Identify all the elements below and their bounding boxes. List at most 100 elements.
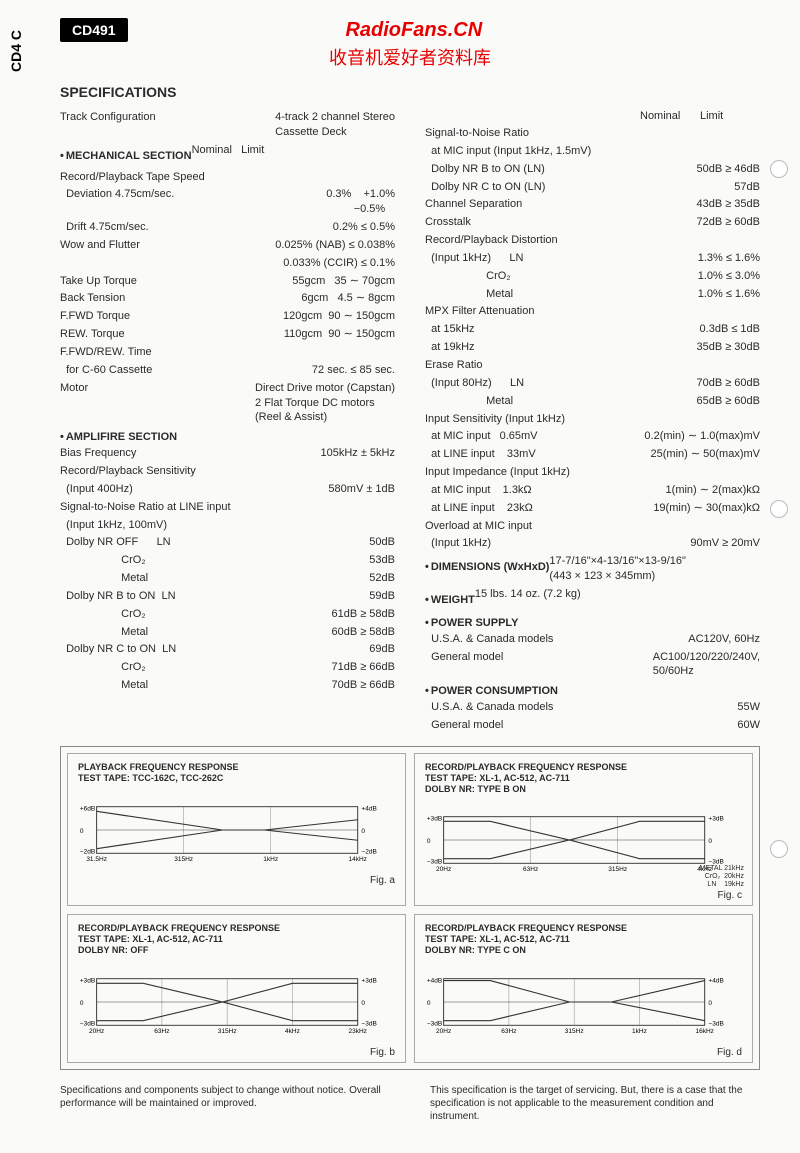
spec-value: AC100/120/220/240V, 50/60Hz	[653, 650, 760, 680]
spec-value: 0.3% +1.0% −0.5%	[326, 187, 395, 217]
spec-value: 105kHz ± 5kHz	[320, 446, 395, 461]
spec-label: at 19kHz	[425, 340, 696, 355]
spec-row: CrO₂53dB	[60, 553, 395, 568]
punch-hole	[770, 160, 788, 178]
spec-row: Dolby NR OFF LN50dB	[60, 535, 395, 550]
spec-value: 70dB ≥ 60dB	[696, 376, 760, 391]
svg-text:20Hz: 20Hz	[436, 1028, 451, 1035]
chart-b: RECORD/PLAYBACK FREQUENCY RESPONSE TEST …	[67, 914, 406, 1062]
svg-text:+3dB: +3dB	[80, 977, 95, 984]
spec-row: Channel Separation43dB ≥ 35dB	[425, 197, 760, 212]
spec-row: at MIC input (Input 1kHz, 1.5mV)	[425, 144, 760, 159]
svg-text:1kHz: 1kHz	[263, 855, 278, 862]
mechanical-section-head: MECHANICAL SECTION	[60, 149, 192, 164]
spec-label: Signal-to-Noise Ratio	[425, 126, 760, 141]
svg-text:0: 0	[80, 827, 84, 834]
svg-text:63Hz: 63Hz	[501, 1028, 516, 1035]
spec-label: Deviation 4.75cm/sec.	[60, 187, 326, 217]
spec-label: (Input 1kHz)	[425, 536, 690, 551]
spec-row: at 19kHz35dB ≥ 30dB	[425, 340, 760, 355]
spec-row: Metal52dB	[60, 571, 395, 586]
spec-label: CrO₂	[425, 269, 698, 284]
spec-value: 60dB ≥ 58dB	[331, 625, 395, 640]
spec-row: Input Impedance (Input 1kHz)	[425, 465, 760, 480]
chart-figure-label: Fig. b	[78, 1047, 395, 1058]
spec-row: CrO₂1.0% ≤ 3.0%	[425, 269, 760, 284]
svg-text:0: 0	[80, 1000, 84, 1007]
svg-text:16kHz: 16kHz	[695, 1028, 713, 1035]
side-model-label: CD4 C	[8, 30, 24, 72]
spec-value: 25(min) ∼ 50(max)mV	[651, 447, 760, 462]
page-header: CD491 RadioFans.CN	[60, 18, 760, 42]
svg-text:+6dB: +6dB	[80, 805, 95, 812]
spec-value: 0.025% (NAB) ≤ 0.038%	[275, 238, 395, 253]
page-title: SPECIFICATIONS	[60, 84, 760, 100]
punch-hole	[770, 840, 788, 858]
spec-label: General model	[425, 650, 653, 680]
column-subheader: Nominal Limit	[192, 143, 265, 167]
spec-value: 69dB	[369, 642, 395, 657]
spec-row: CrO₂61dB ≥ 58dB	[60, 607, 395, 622]
model-badge: CD491	[60, 18, 128, 42]
svg-text:−2dB: −2dB	[361, 848, 376, 855]
spec-label: Input Sensitivity (Input 1kHz)	[425, 412, 760, 427]
spec-row: MPX Filter Attenuation	[425, 304, 760, 319]
weight-head: WEIGHT	[425, 593, 475, 608]
spec-value: Direct Drive motor (Capstan) 2 Flat Torq…	[255, 381, 395, 426]
spec-label: Take Up Torque	[60, 274, 292, 289]
svg-text:+4dB: +4dB	[708, 977, 723, 984]
spec-value: 19(min) ∼ 30(max)kΩ	[653, 501, 760, 516]
spec-value: 0.2(min) ∼ 1.0(max)mV	[644, 429, 760, 444]
spec-label: Channel Separation	[425, 197, 696, 212]
spec-label: (Input 1kHz) LN	[425, 251, 698, 266]
spec-row: Dolby NR B to ON (LN)50dB ≥ 46dB	[425, 162, 760, 177]
svg-text:−3dB: −3dB	[80, 1020, 95, 1027]
spec-row: Crosstalk72dB ≥ 60dB	[425, 215, 760, 230]
spec-label: Dolby NR C to ON (LN)	[425, 180, 734, 195]
left-column: Track Configuration 4-track 2 channel St…	[60, 110, 395, 736]
right-column: Nominal Limit Signal-to-Noise Ratio at M…	[425, 110, 760, 736]
spec-row: CrO₂71dB ≥ 66dB	[60, 660, 395, 675]
svg-text:20Hz: 20Hz	[89, 1028, 104, 1035]
brand-subtitle: 收音机爱好者资料库	[60, 44, 760, 70]
chart-title: PLAYBACK FREQUENCY RESPONSE TEST TAPE: T…	[78, 762, 395, 784]
svg-text:+3dB: +3dB	[708, 816, 723, 823]
spec-row: Overload at MIC input	[425, 519, 760, 534]
spec-value: 580mV ± 1dB	[328, 482, 395, 497]
spec-row: Input Sensitivity (Input 1kHz)	[425, 412, 760, 427]
spec-value: 1.3% ≤ 1.6%	[698, 251, 760, 266]
spec-row: at LINE input 33mV25(min) ∼ 50(max)mV	[425, 447, 760, 462]
spec-label: (Input 400Hz)	[60, 482, 328, 497]
spec-value: 120gcm 90 ∼ 150gcm	[283, 309, 395, 324]
spec-row: Signal-to-Noise Ratio	[425, 126, 760, 141]
spec-label: at MIC input (Input 1kHz, 1.5mV)	[425, 144, 760, 159]
spec-value: 61dB ≥ 58dB	[331, 607, 395, 622]
spec-value: 72dB ≥ 60dB	[696, 215, 760, 230]
spec-row: General modelAC100/120/220/240V, 50/60Hz	[425, 650, 760, 680]
spec-label: Metal	[425, 394, 696, 409]
spec-label: U.S.A. & Canada models	[425, 700, 737, 715]
svg-text:315Hz: 315Hz	[608, 866, 627, 873]
spec-label: (Input 1kHz, 100mV)	[60, 518, 395, 533]
spec-row: Metal70dB ≥ 66dB	[60, 678, 395, 693]
spec-label: Dolby NR C to ON LN	[60, 642, 369, 657]
footer-left: Specifications and components subject to…	[60, 1084, 390, 1123]
chart-c: RECORD/PLAYBACK FREQUENCY RESPONSE TEST …	[414, 753, 753, 906]
spec-label: REW. Torque	[60, 327, 284, 342]
svg-text:4kHz: 4kHz	[285, 1028, 300, 1035]
svg-text:1kHz: 1kHz	[632, 1028, 647, 1035]
svg-text:315Hz: 315Hz	[218, 1028, 237, 1035]
spec-columns: Track Configuration 4-track 2 channel St…	[60, 110, 760, 736]
svg-text:0: 0	[708, 838, 712, 845]
spec-row: at MIC input 1.3kΩ1(min) ∼ 2(max)kΩ	[425, 483, 760, 498]
svg-text:−2dB: −2dB	[80, 848, 95, 855]
spec-row: (Input 1kHz, 100mV)	[60, 518, 395, 533]
spec-value: 53dB	[369, 553, 395, 568]
chart-a: PLAYBACK FREQUENCY RESPONSE TEST TAPE: T…	[67, 753, 406, 906]
spec-label: Metal	[60, 571, 369, 586]
spec-label: Record/Playback Tape Speed	[60, 170, 395, 185]
chart-title: RECORD/PLAYBACK FREQUENCY RESPONSE TEST …	[425, 762, 742, 794]
spec-value: 60W	[737, 718, 760, 733]
spec-row: F.FWD/REW. Time	[60, 345, 395, 360]
spec-row: (Input 80Hz) LN70dB ≥ 60dB	[425, 376, 760, 391]
